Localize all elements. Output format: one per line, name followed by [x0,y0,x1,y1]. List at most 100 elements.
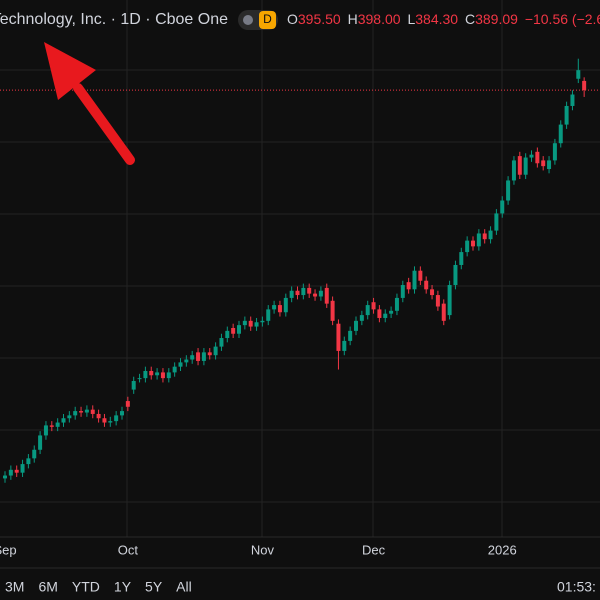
candle-body [242,320,247,326]
candle-body [330,300,335,321]
candle-body [160,372,165,379]
x-tick-label: Sep [0,542,17,557]
x-tick-label: Nov [251,542,275,557]
candle-body [535,151,540,164]
candle-body [517,156,522,175]
candle-body [149,370,154,376]
candle-body [172,366,177,373]
candle-body [184,359,189,363]
x-tick-label: 2026 [488,542,517,557]
candle-body [541,160,546,167]
ohlc-value: 389.09 [475,11,518,27]
candle-body [14,469,19,473]
candle-body [558,124,563,144]
badge[interactable] [259,11,276,29]
x-tick-label: Oct [118,542,139,557]
candle-body [295,290,300,296]
symbol-title: Technology, Inc. · 1D · Cboe One [0,11,228,28]
arrow-head [44,42,96,100]
candle-body [576,70,581,79]
candle-body [354,320,358,331]
candle-body [248,320,253,327]
range-button[interactable]: 5Y [145,579,163,595]
candle-body [547,160,552,169]
candle-body [125,401,130,407]
candle-body [412,270,417,290]
candle-body [277,305,282,313]
candle-body [564,105,569,125]
plot: Sep Oct Nov Dec 2026 [0,58,600,557]
candle-body [424,280,429,290]
candle-body [336,323,341,351]
candle-body [435,295,440,307]
candle-body [266,309,271,321]
candle-body [447,285,452,316]
ohlc-label: C [465,11,475,27]
candle-body [283,297,288,313]
x-tick-label: Dec [362,542,386,557]
candle-body [20,464,25,473]
candle-body [96,413,101,419]
candle-body [166,372,171,379]
candle-body [430,289,435,296]
candle-body [471,240,475,247]
candle-body [301,287,306,296]
ohlc-value: 384.30 [415,11,458,27]
ohlc: O395.50 H398.00 L384.30 C389.09 −10.56 (… [287,11,600,27]
candle-body [359,315,364,321]
range-button[interactable]: 6M [38,579,57,595]
candle-body [552,143,557,161]
arrow-shaft [73,83,135,165]
candle-body [137,378,142,380]
candle-body [67,415,72,419]
candle-body [488,230,493,240]
range-button[interactable]: YTD [72,579,100,595]
candle-body [120,411,124,416]
candle-body [237,325,241,334]
candle-body [90,409,95,414]
range-button[interactable]: 1Y [114,579,132,595]
badge-text: D [263,12,272,26]
candle-body [49,425,54,427]
candle-body [26,458,31,465]
candle-body [365,305,370,316]
candle-body [108,421,113,423]
candle-body [459,252,464,265]
candle-body [102,418,107,423]
background-grid [0,0,600,537]
candle-body [8,469,13,476]
candle-body [342,340,347,351]
ohlc-label: O [287,11,298,27]
candle-body [494,213,499,231]
candle-body [465,240,470,253]
candle-body [476,233,481,247]
clock: 01:53: [557,579,596,595]
candle-body [506,180,511,201]
candle-body [3,475,7,479]
candle-body [383,313,388,318]
candle-body [207,352,212,356]
range-button[interactable]: All [176,579,192,595]
candle-body [61,418,66,423]
toggle-dot [243,15,253,25]
candle-body [196,352,201,361]
candle-body [582,80,587,91]
candle-body [289,290,294,298]
candle-body [523,157,528,175]
range-button[interactable]: 3M [5,579,24,595]
candle-body [73,411,78,416]
candle-body [201,352,206,361]
candle-body [38,435,43,450]
candle-body [324,287,329,304]
legend-header: Technology, Inc. · 1D · Cboe One D O395.… [0,10,600,30]
ohlc-value: 398.00 [358,11,401,27]
annotation-arrow [44,42,135,165]
ohlc-label: H [348,11,358,27]
candle-body [418,270,423,281]
candle-body [131,381,136,390]
candle-body [389,310,394,314]
ohlc-label: L [407,11,415,27]
